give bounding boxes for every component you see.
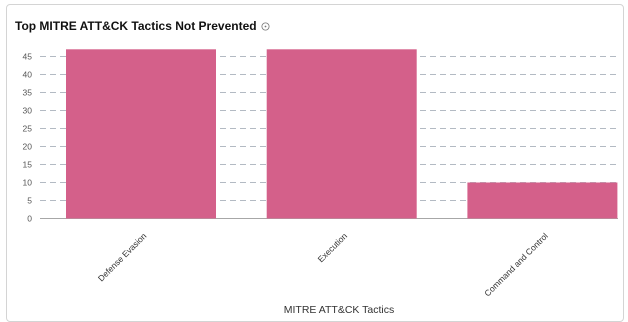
- chart-title: Top MITRE ATT&CK Tactics Not Prevented: [15, 19, 257, 33]
- y-tick-label: 45: [23, 52, 33, 62]
- y-axis-ticks: 0 5 10 15 20 25 30 35 40 45: [23, 52, 33, 224]
- y-tick-label: 40: [23, 70, 33, 80]
- x-axis-label: MITRE ATT&CK Tactics: [284, 304, 394, 316]
- bar-command-and-control[interactable]: [467, 182, 618, 219]
- y-tick-label: 35: [23, 88, 33, 98]
- x-tick-label: Execution: [316, 231, 350, 265]
- chart-header: Top MITRE ATT&CK Tactics Not Prevented: [15, 19, 270, 33]
- y-tick-label: 0: [27, 214, 32, 224]
- y-tick-label: 30: [23, 106, 33, 116]
- bar-execution[interactable]: [266, 49, 417, 219]
- y-tick-label: 25: [23, 124, 33, 134]
- y-tick-label: 15: [23, 160, 33, 170]
- y-tick-label: 5: [27, 196, 32, 206]
- bars: [66, 49, 618, 219]
- x-tick-label: Defense Evasion: [96, 231, 149, 284]
- y-tick-label: 10: [23, 178, 33, 188]
- info-circle-icon[interactable]: [261, 21, 270, 31]
- bar-defense-evasion[interactable]: [66, 49, 216, 219]
- x-tick-label: Command and Control: [482, 231, 550, 299]
- y-tick-label: 20: [23, 142, 33, 152]
- x-axis-ticks: Defense Evasion Execution Command and Cont…: [96, 231, 550, 299]
